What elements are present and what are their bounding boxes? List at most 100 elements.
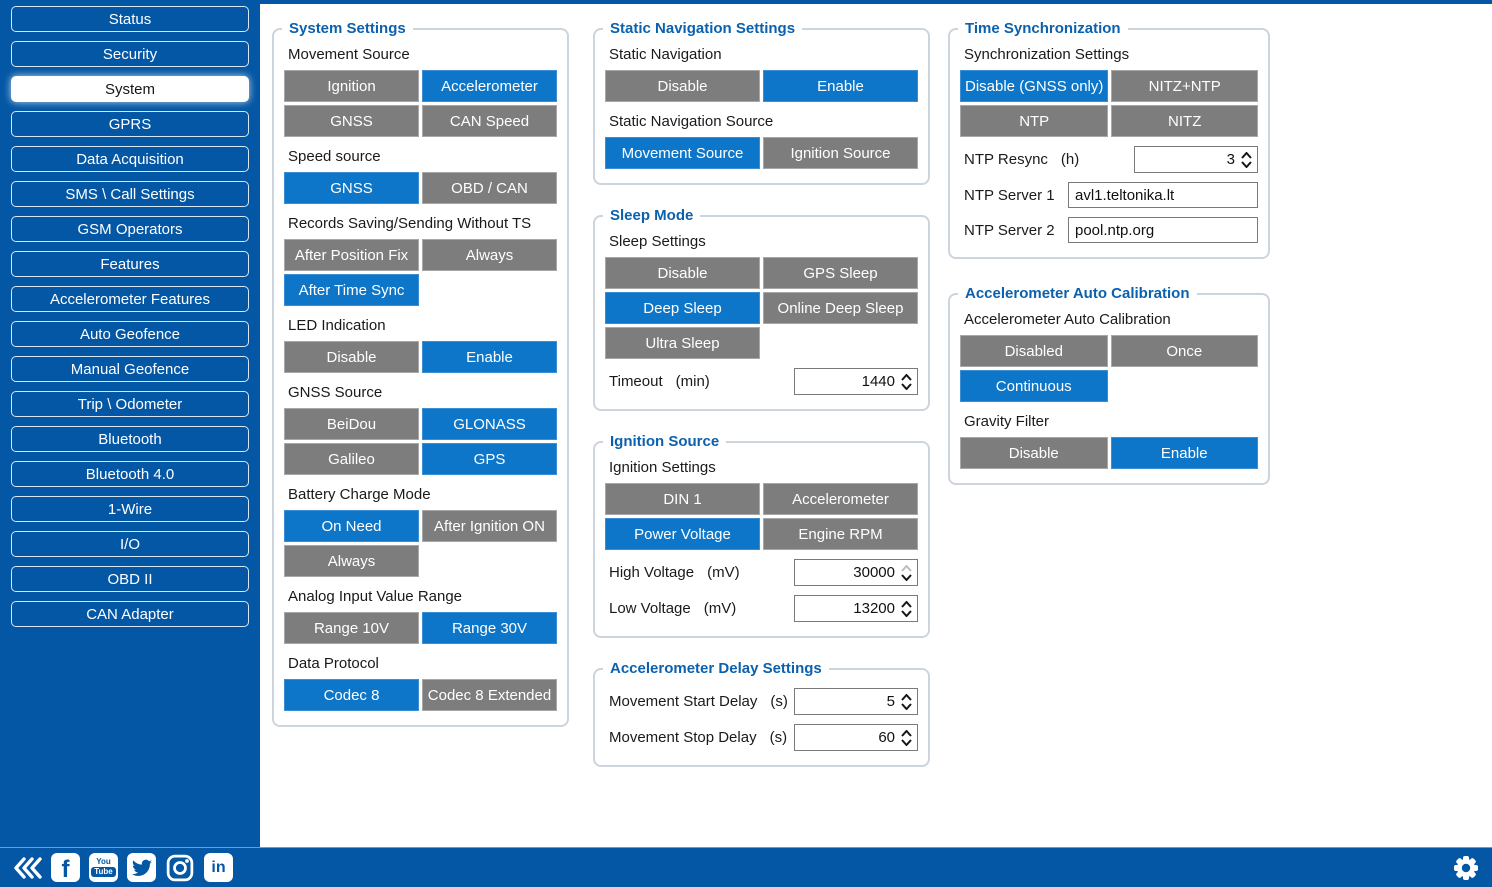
high-voltage-spinner[interactable] [794, 559, 918, 586]
led-disable-button[interactable]: Disable [284, 341, 419, 373]
sidebar-item-obd-ii[interactable]: OBD II [11, 566, 249, 592]
timesync-nitz-button[interactable]: NITZ [1111, 105, 1258, 137]
spinner-up-icon[interactable] [901, 373, 912, 381]
gnss-source-glonass-button[interactable]: GLONASS [422, 408, 557, 440]
sidebar-item-gsm-operators[interactable]: GSM Operators [11, 216, 249, 242]
sidebar-item-features[interactable]: Features [11, 251, 249, 277]
twitter-icon[interactable] [127, 853, 156, 882]
ignition-din1-button[interactable]: DIN 1 [605, 483, 760, 515]
sidebar-item-accelerometer-features[interactable]: Accelerometer Features [11, 286, 249, 312]
movement-stop-delay-input[interactable] [795, 729, 898, 746]
spinner-down-icon[interactable] [1241, 160, 1252, 168]
ignition-power-voltage-button[interactable]: Power Voltage [605, 518, 760, 550]
spinner-arrows[interactable] [898, 373, 917, 390]
static-nav-movement-source-button[interactable]: Movement Source [605, 137, 760, 169]
movement-source-gnss-button[interactable]: GNSS [284, 105, 419, 137]
high-voltage-input[interactable] [795, 564, 898, 581]
records-after-time-sync-button[interactable]: After Time Sync [284, 274, 419, 306]
gnss-source-beidou-button[interactable]: BeiDou [284, 408, 419, 440]
timeout-input[interactable] [795, 373, 898, 390]
sidebar-item-sms-call-settings[interactable]: SMS \ Call Settings [11, 181, 249, 207]
gnss-source-gps-button[interactable]: GPS [422, 443, 557, 475]
ignition-engine-rpm-button[interactable]: Engine RPM [763, 518, 918, 550]
spinner-arrows[interactable] [1238, 151, 1257, 168]
spinner-up-icon[interactable] [1241, 151, 1252, 159]
records-always-button[interactable]: Always [422, 239, 557, 271]
battery-after-ignition-on-button[interactable]: After Ignition ON [422, 510, 557, 542]
spinner-down-icon[interactable] [901, 609, 912, 617]
static-nav-disable-button[interactable]: Disable [605, 70, 760, 102]
spinner-up-icon[interactable] [901, 693, 912, 701]
sleep-disable-button[interactable]: Disable [605, 257, 760, 289]
ntp-server-1-input[interactable] [1068, 182, 1258, 208]
analog-range-30v-button[interactable]: Range 30V [422, 612, 557, 644]
analog-range-10v-button[interactable]: Range 10V [284, 612, 419, 644]
calibration-continuous-button[interactable]: Continuous [960, 370, 1108, 402]
sidebar-item-io[interactable]: I/O [11, 531, 249, 557]
spinner-arrows[interactable] [898, 600, 917, 617]
static-nav-ignition-source-button[interactable]: Ignition Source [763, 137, 918, 169]
spinner-arrows[interactable] [898, 564, 917, 581]
sleep-gps-sleep-button[interactable]: GPS Sleep [763, 257, 918, 289]
spinner-down-icon[interactable] [901, 702, 912, 710]
sidebar-item-trip-odometer[interactable]: Trip \ Odometer [11, 391, 249, 417]
sidebar-item-bluetooth[interactable]: Bluetooth [11, 426, 249, 452]
sidebar-item-status[interactable]: Status [11, 6, 249, 32]
movement-start-delay-input[interactable] [795, 693, 898, 710]
sidebar-item-gprs[interactable]: GPRS [11, 111, 249, 137]
spinner-arrows[interactable] [898, 729, 917, 746]
sleep-deep-sleep-button[interactable]: Deep Sleep [605, 292, 760, 324]
hide-menu-icon[interactable] [12, 854, 42, 882]
battery-always-button[interactable]: Always [284, 545, 419, 577]
settings-gear-icon[interactable] [1452, 854, 1480, 882]
spinner-down-icon[interactable] [901, 382, 912, 390]
sidebar-item-auto-geofence[interactable]: Auto Geofence [11, 321, 249, 347]
protocol-codec8-extended-button[interactable]: Codec 8 Extended [422, 679, 557, 711]
calibration-disabled-button[interactable]: Disabled [960, 335, 1108, 367]
spinner-arrows[interactable] [898, 693, 917, 710]
ntp-server-2-input[interactable] [1068, 217, 1258, 243]
ntp-resync-input[interactable] [1135, 151, 1238, 168]
spinner-down-icon[interactable] [901, 573, 912, 581]
sidebar-item-1-wire[interactable]: 1-Wire [11, 496, 249, 522]
sidebar-item-can-adapter[interactable]: CAN Adapter [11, 601, 249, 627]
calibration-once-button[interactable]: Once [1110, 335, 1258, 367]
instagram-icon[interactable] [165, 853, 195, 883]
ignition-accelerometer-button[interactable]: Accelerometer [763, 483, 918, 515]
timesync-ntp-button[interactable]: NTP [960, 105, 1109, 137]
low-voltage-input[interactable] [795, 600, 898, 617]
movement-source-accelerometer-button[interactable]: Accelerometer [422, 70, 557, 102]
led-enable-button[interactable]: Enable [422, 341, 557, 373]
spinner-up-icon[interactable] [901, 600, 912, 608]
protocol-codec8-button[interactable]: Codec 8 [284, 679, 419, 711]
spinner-down-icon[interactable] [901, 738, 912, 746]
sidebar-item-system[interactable]: System [11, 76, 249, 102]
speed-source-gnss-button[interactable]: GNSS [284, 172, 419, 204]
facebook-icon[interactable]: f [51, 853, 80, 883]
youtube-icon[interactable]: You Tube [89, 853, 118, 882]
spinner-up-icon[interactable] [901, 729, 912, 737]
movement-source-ignition-button[interactable]: Ignition [284, 70, 419, 102]
timesync-disable-gnss-only-button[interactable]: Disable (GNSS only) [960, 70, 1109, 102]
sidebar-item-security[interactable]: Security [11, 41, 249, 67]
speed-source-obd-can-button[interactable]: OBD / CAN [422, 172, 557, 204]
sidebar-item-manual-geofence[interactable]: Manual Geofence [11, 356, 249, 382]
ntp-resync-spinner[interactable] [1134, 146, 1258, 173]
movement-stop-delay-spinner[interactable] [794, 724, 918, 751]
gnss-source-galileo-button[interactable]: Galileo [284, 443, 419, 475]
sidebar-item-bluetooth-40[interactable]: Bluetooth 4.0 [11, 461, 249, 487]
movement-source-can-speed-button[interactable]: CAN Speed [422, 105, 557, 137]
sleep-online-deep-sleep-button[interactable]: Online Deep Sleep [763, 292, 918, 324]
sleep-ultra-sleep-button[interactable]: Ultra Sleep [605, 327, 760, 359]
gravity-disable-button[interactable]: Disable [960, 437, 1108, 469]
movement-start-delay-spinner[interactable] [794, 688, 918, 715]
battery-on-need-button[interactable]: On Need [284, 510, 419, 542]
sidebar-item-data-acquisition[interactable]: Data Acquisition [11, 146, 249, 172]
timeout-spinner[interactable] [794, 368, 918, 395]
static-nav-enable-button[interactable]: Enable [763, 70, 918, 102]
records-after-position-fix-button[interactable]: After Position Fix [284, 239, 419, 271]
low-voltage-spinner[interactable] [794, 595, 918, 622]
gravity-enable-button[interactable]: Enable [1110, 437, 1258, 469]
timesync-nitz-ntp-button[interactable]: NITZ+NTP [1111, 70, 1258, 102]
linkedin-icon[interactable]: in [204, 853, 233, 882]
